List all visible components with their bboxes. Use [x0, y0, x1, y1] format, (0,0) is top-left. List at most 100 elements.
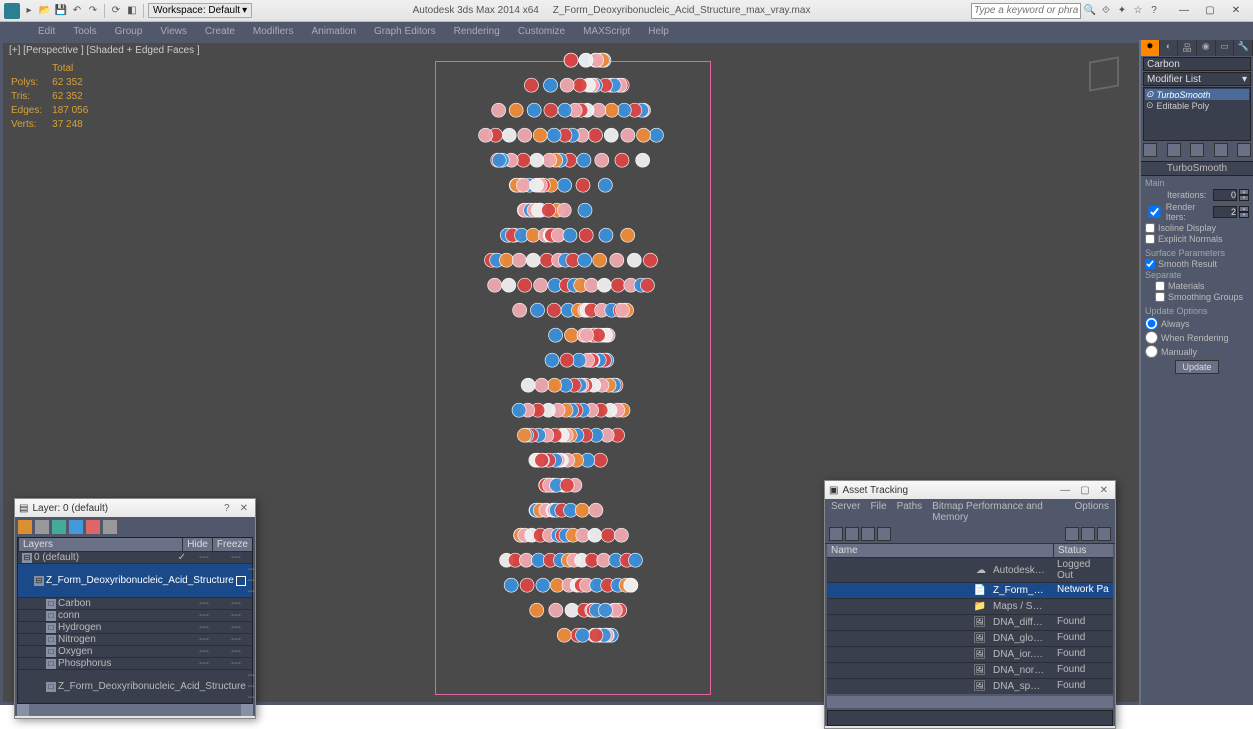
asset-path-field[interactable]: [827, 710, 1113, 726]
col-layers[interactable]: Layers: [18, 538, 182, 551]
layer-row[interactable]: □Carbon------: [18, 597, 252, 609]
workspace-dropdown[interactable]: Workspace: Default ▾: [148, 3, 252, 18]
layer-row[interactable]: □Nitrogen------: [18, 633, 252, 645]
asset-row[interactable]: 🖼DNA_glossiness.pngFound: [827, 630, 1113, 646]
menu-edit[interactable]: Edit: [30, 24, 63, 39]
asset-tb-5[interactable]: [1065, 527, 1079, 541]
asset-row[interactable]: 📄Z_Form_Deoxyribonucleic_Acid_Structure_…: [827, 582, 1113, 598]
tab-modify[interactable]: ◐: [1160, 40, 1179, 56]
asset-row[interactable]: 📁Maps / Shaders: [827, 598, 1113, 614]
manually-radio[interactable]: [1145, 345, 1158, 358]
render-iters-check[interactable]: [1145, 206, 1164, 218]
link-icon[interactable]: ⟳: [109, 4, 123, 18]
iterations-input[interactable]: [1213, 189, 1237, 201]
asset-menu-file[interactable]: File: [870, 501, 886, 523]
asset-menu-server[interactable]: Server: [831, 501, 860, 523]
pin-stack-icon[interactable]: [1143, 143, 1157, 157]
modifier-stack[interactable]: ⊙TurboSmooth⊙Editable Poly: [1143, 87, 1251, 141]
tab-create[interactable]: ✸: [1141, 40, 1160, 56]
dna-model[interactable]: [431, 40, 711, 680]
layer-row[interactable]: □Oxygen------: [18, 645, 252, 657]
highlight-layer-icon[interactable]: [86, 520, 100, 534]
asset-row[interactable]: 🖼DNA_diffuse.pngFound: [827, 614, 1113, 630]
tab-hierarchy[interactable]: 品: [1178, 40, 1197, 56]
layers-scrollbar[interactable]: [17, 704, 253, 716]
search-input[interactable]: [971, 3, 1081, 19]
comm-icon[interactable]: ⟐: [1099, 4, 1113, 18]
update-button[interactable]: Update: [1175, 360, 1218, 374]
menu-help[interactable]: Help: [640, 24, 677, 39]
menu-graph-editors[interactable]: Graph Editors: [366, 24, 444, 39]
new-layer-icon[interactable]: [18, 520, 32, 534]
col-freeze[interactable]: Freeze: [212, 538, 252, 551]
asset-max-button[interactable]: ▢: [1077, 485, 1092, 496]
layer-row[interactable]: ⊟Z_Form_Deoxyribonucleic_Acid_Structure-…: [18, 563, 252, 597]
show-end-icon[interactable]: [1167, 143, 1181, 157]
when-rendering-radio[interactable]: [1145, 331, 1158, 344]
render-iters-input[interactable]: [1213, 206, 1237, 218]
layers-help-button[interactable]: ?: [221, 503, 233, 514]
modifier-list[interactable]: Modifier List▾: [1143, 72, 1251, 86]
col-hide[interactable]: Hide: [182, 538, 212, 551]
new-icon[interactable]: ▸: [22, 4, 36, 18]
make-unique-icon[interactable]: [1190, 143, 1204, 157]
layer-row[interactable]: ⊟0 (default)✓------: [18, 551, 252, 563]
asset-tb-6[interactable]: [1081, 527, 1095, 541]
asset-tb-1[interactable]: [829, 527, 843, 541]
asset-tb-2[interactable]: [845, 527, 859, 541]
rollout-title[interactable]: TurboSmooth: [1141, 161, 1253, 176]
asset-col-name[interactable]: Name: [827, 544, 1053, 557]
menu-modifiers[interactable]: Modifiers: [245, 24, 302, 39]
menu-group[interactable]: Group: [107, 24, 151, 39]
menu-customize[interactable]: Customize: [510, 24, 573, 39]
layer-row[interactable]: □Hydrogen------: [18, 621, 252, 633]
configure-icon[interactable]: [1237, 143, 1251, 157]
asset-row[interactable]: 🖼DNA_ior.pngFound: [827, 646, 1113, 662]
asset-menu-paths[interactable]: Paths: [897, 501, 923, 523]
asset-tb-3[interactable]: [861, 527, 875, 541]
layer-row[interactable]: □Z_Form_Deoxyribonucleic_Acid_Structure-…: [18, 669, 252, 703]
smooth-result-check[interactable]: [1145, 259, 1155, 269]
redo-icon[interactable]: ↷: [86, 4, 100, 18]
menu-animation[interactable]: Animation: [303, 24, 363, 39]
asset-tb-4[interactable]: [877, 527, 891, 541]
asset-dialog-title[interactable]: ▣ Asset Tracking — ▢ ✕: [825, 481, 1115, 499]
exchange-icon[interactable]: ✦: [1115, 4, 1129, 18]
layer-row[interactable]: □Phosphorus------: [18, 657, 252, 669]
hide-layer-icon[interactable]: [103, 520, 117, 534]
spinner-down[interactable]: ▾: [1239, 195, 1249, 201]
layers-close-button[interactable]: ✕: [237, 503, 251, 514]
asset-col-status[interactable]: Status: [1053, 544, 1113, 557]
asset-scrollbar[interactable]: [827, 696, 1113, 708]
asset-tb-7[interactable]: [1097, 527, 1111, 541]
modifier-editable-poly[interactable]: ⊙Editable Poly: [1145, 100, 1249, 111]
menu-rendering[interactable]: Rendering: [446, 24, 508, 39]
asset-row[interactable]: 🖼DNA_specular.pngFound: [827, 678, 1113, 694]
help-icon[interactable]: ?: [1147, 4, 1161, 18]
app-icon[interactable]: [4, 3, 20, 19]
close-button[interactable]: ✕: [1223, 2, 1249, 20]
layers-dialog-title[interactable]: ▤ Layer: 0 (default) ? ✕: [15, 499, 255, 517]
search-icon[interactable]: 🔍: [1083, 4, 1097, 18]
view-cube[interactable]: [1079, 49, 1129, 99]
project-icon[interactable]: ◧: [125, 4, 139, 18]
menu-maxscript[interactable]: MAXScript: [575, 24, 638, 39]
menu-create[interactable]: Create: [197, 24, 243, 39]
asset-min-button[interactable]: —: [1057, 485, 1073, 496]
explicit-check[interactable]: [1145, 234, 1155, 244]
viewport-label[interactable]: [+] [Perspective ] [Shaded + Edged Faces…: [9, 45, 200, 56]
modifier-turbosmooth[interactable]: ⊙TurboSmooth: [1145, 89, 1249, 100]
asset-row[interactable]: 🖼DNA_normal.pngFound: [827, 662, 1113, 678]
delete-layer-icon[interactable]: [35, 520, 49, 534]
open-icon[interactable]: 📂: [38, 4, 52, 18]
materials-check[interactable]: [1155, 281, 1165, 291]
tab-utilities[interactable]: 🔧: [1234, 40, 1253, 56]
menu-tools[interactable]: Tools: [65, 24, 104, 39]
asset-menu-options[interactable]: Options: [1075, 501, 1109, 523]
minimize-button[interactable]: —: [1171, 2, 1197, 20]
spinner-down[interactable]: ▾: [1239, 212, 1249, 218]
selection-name[interactable]: Carbon: [1143, 57, 1251, 71]
asset-close-button[interactable]: ✕: [1097, 485, 1111, 496]
favorite-icon[interactable]: ☆: [1131, 4, 1145, 18]
isoline-check[interactable]: [1145, 223, 1155, 233]
